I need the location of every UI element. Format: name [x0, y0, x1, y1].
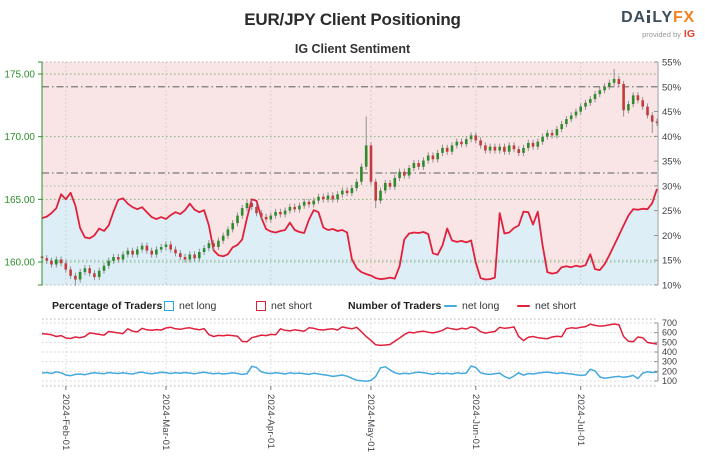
legend: Percentage of Traders net long net short… — [0, 298, 705, 315]
x-tick-label: 2024-Feb-01 — [60, 394, 71, 451]
net-long-swatch-icon — [164, 301, 174, 311]
net-short-area-below — [42, 188, 657, 285]
page-title: EUR/JPY Client Positioning — [244, 10, 461, 29]
x-tick-label: 2024-May-01 — [365, 394, 376, 453]
x-tick-label: 2024-Jun-01 — [470, 394, 481, 450]
logo-fx: FX — [672, 9, 695, 26]
pct-axis: 55% 50% 45% 40% 35% 30% 25% 20% 15% 10% — [654, 58, 682, 292]
pct-tick-label: 30% — [662, 181, 682, 192]
x-tick-label: 2024-Mar-01 — [160, 394, 171, 451]
x-tick-label: 2024-Jul-01 — [575, 394, 586, 447]
net-short-line-icon — [517, 304, 530, 308]
price-tick-label: 165.00 — [4, 195, 35, 206]
pct-tick-label: 25% — [662, 206, 682, 217]
ig-logo: IG — [683, 28, 695, 40]
count-tick-label: 300 — [662, 357, 677, 367]
pct-tick-label: 50% — [662, 82, 682, 93]
legend-num-short-label: net short — [535, 300, 576, 312]
price-tick-label: 170.00 — [4, 132, 35, 143]
count-tick-label: 200 — [662, 366, 677, 376]
provided-by-text: provided by — [642, 30, 681, 39]
net-short-pct-line — [41, 188, 658, 281]
price-axis: 175.00 170.00 165.00 160.00 — [4, 61, 43, 286]
count-tick-label: 100 — [662, 376, 677, 386]
net-short-swatch-icon — [256, 301, 266, 311]
count-line-net-long — [41, 365, 658, 382]
dailyfx-logo: DA LYFX provided by IG — [621, 10, 695, 40]
pct-tick-label: 20% — [662, 231, 682, 242]
logo-da: DA — [621, 9, 646, 26]
legend-pct-long-label: net long — [179, 300, 217, 312]
count-tick-label: 600 — [662, 328, 677, 338]
count-tick-label: 400 — [662, 347, 677, 357]
pct-tick-label: 10% — [662, 281, 682, 292]
price-tick-label: 160.00 — [4, 258, 35, 269]
dailyfx-wordmark: DA LYFX — [621, 10, 695, 26]
price-tick-label: 175.00 — [4, 70, 35, 81]
legend-pct-net-long: net long — [164, 298, 216, 314]
chart-subtitle: IG Client Sentiment — [294, 42, 411, 56]
pct-tick-label: 35% — [662, 157, 682, 168]
main-sentiment-chart: 175.00 170.00 165.00 160.00 55% 50% 45% 40% 35% 3… — [4, 58, 682, 292]
count-line-net-short — [41, 323, 658, 347]
count-tick-label: 700 — [662, 318, 677, 328]
provided-by: provided by IG — [621, 29, 695, 40]
pct-tick-label: 45% — [662, 107, 682, 118]
legend-num-long-label: net long — [462, 300, 500, 312]
candles — [40, 69, 659, 286]
legend-pct-short-label: net short — [271, 300, 312, 312]
legend-pct-header: Percentage of Traders — [52, 300, 163, 312]
pct-tick-label: 55% — [662, 58, 682, 69]
x-tick-label: 2024-Apr-01 — [265, 394, 276, 450]
count-tick-label: 500 — [662, 337, 677, 347]
net-long-line-icon — [444, 304, 457, 308]
pct-tick-label: 40% — [662, 132, 682, 143]
legend-num-header: Number of Traders — [348, 300, 442, 312]
legend-num-net-long: net long — [444, 298, 499, 314]
legend-num-net-short: net short — [517, 298, 576, 314]
pct-tick-label: 15% — [662, 256, 682, 267]
legend-pct-net-short: net short — [256, 298, 312, 314]
logo-ly: LY — [652, 9, 673, 26]
logo-pipe-icon — [647, 10, 650, 23]
